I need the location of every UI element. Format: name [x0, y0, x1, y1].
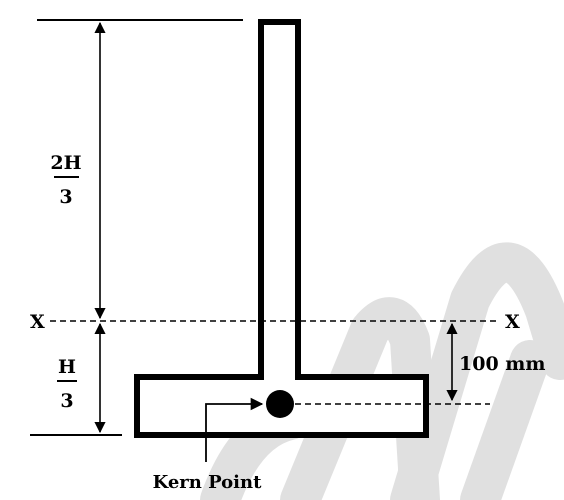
offset-dimension-label: 100 mm — [459, 353, 545, 375]
upper-height-denominator: 3 — [59, 186, 72, 208]
lower-height-numerator: H — [58, 356, 76, 378]
kern-point-label: Kern Point — [153, 472, 263, 493]
lower-height-denominator: 3 — [60, 390, 73, 412]
kern-leader-arrow — [205, 397, 264, 462]
axis-label-left: X — [30, 311, 45, 333]
upper-height-numerator: 2H — [50, 152, 81, 174]
axis-label-right: X — [505, 311, 520, 333]
watermark — [200, 242, 564, 500]
wall-outline — [134, 19, 429, 438]
kern-point-dot — [266, 390, 294, 418]
